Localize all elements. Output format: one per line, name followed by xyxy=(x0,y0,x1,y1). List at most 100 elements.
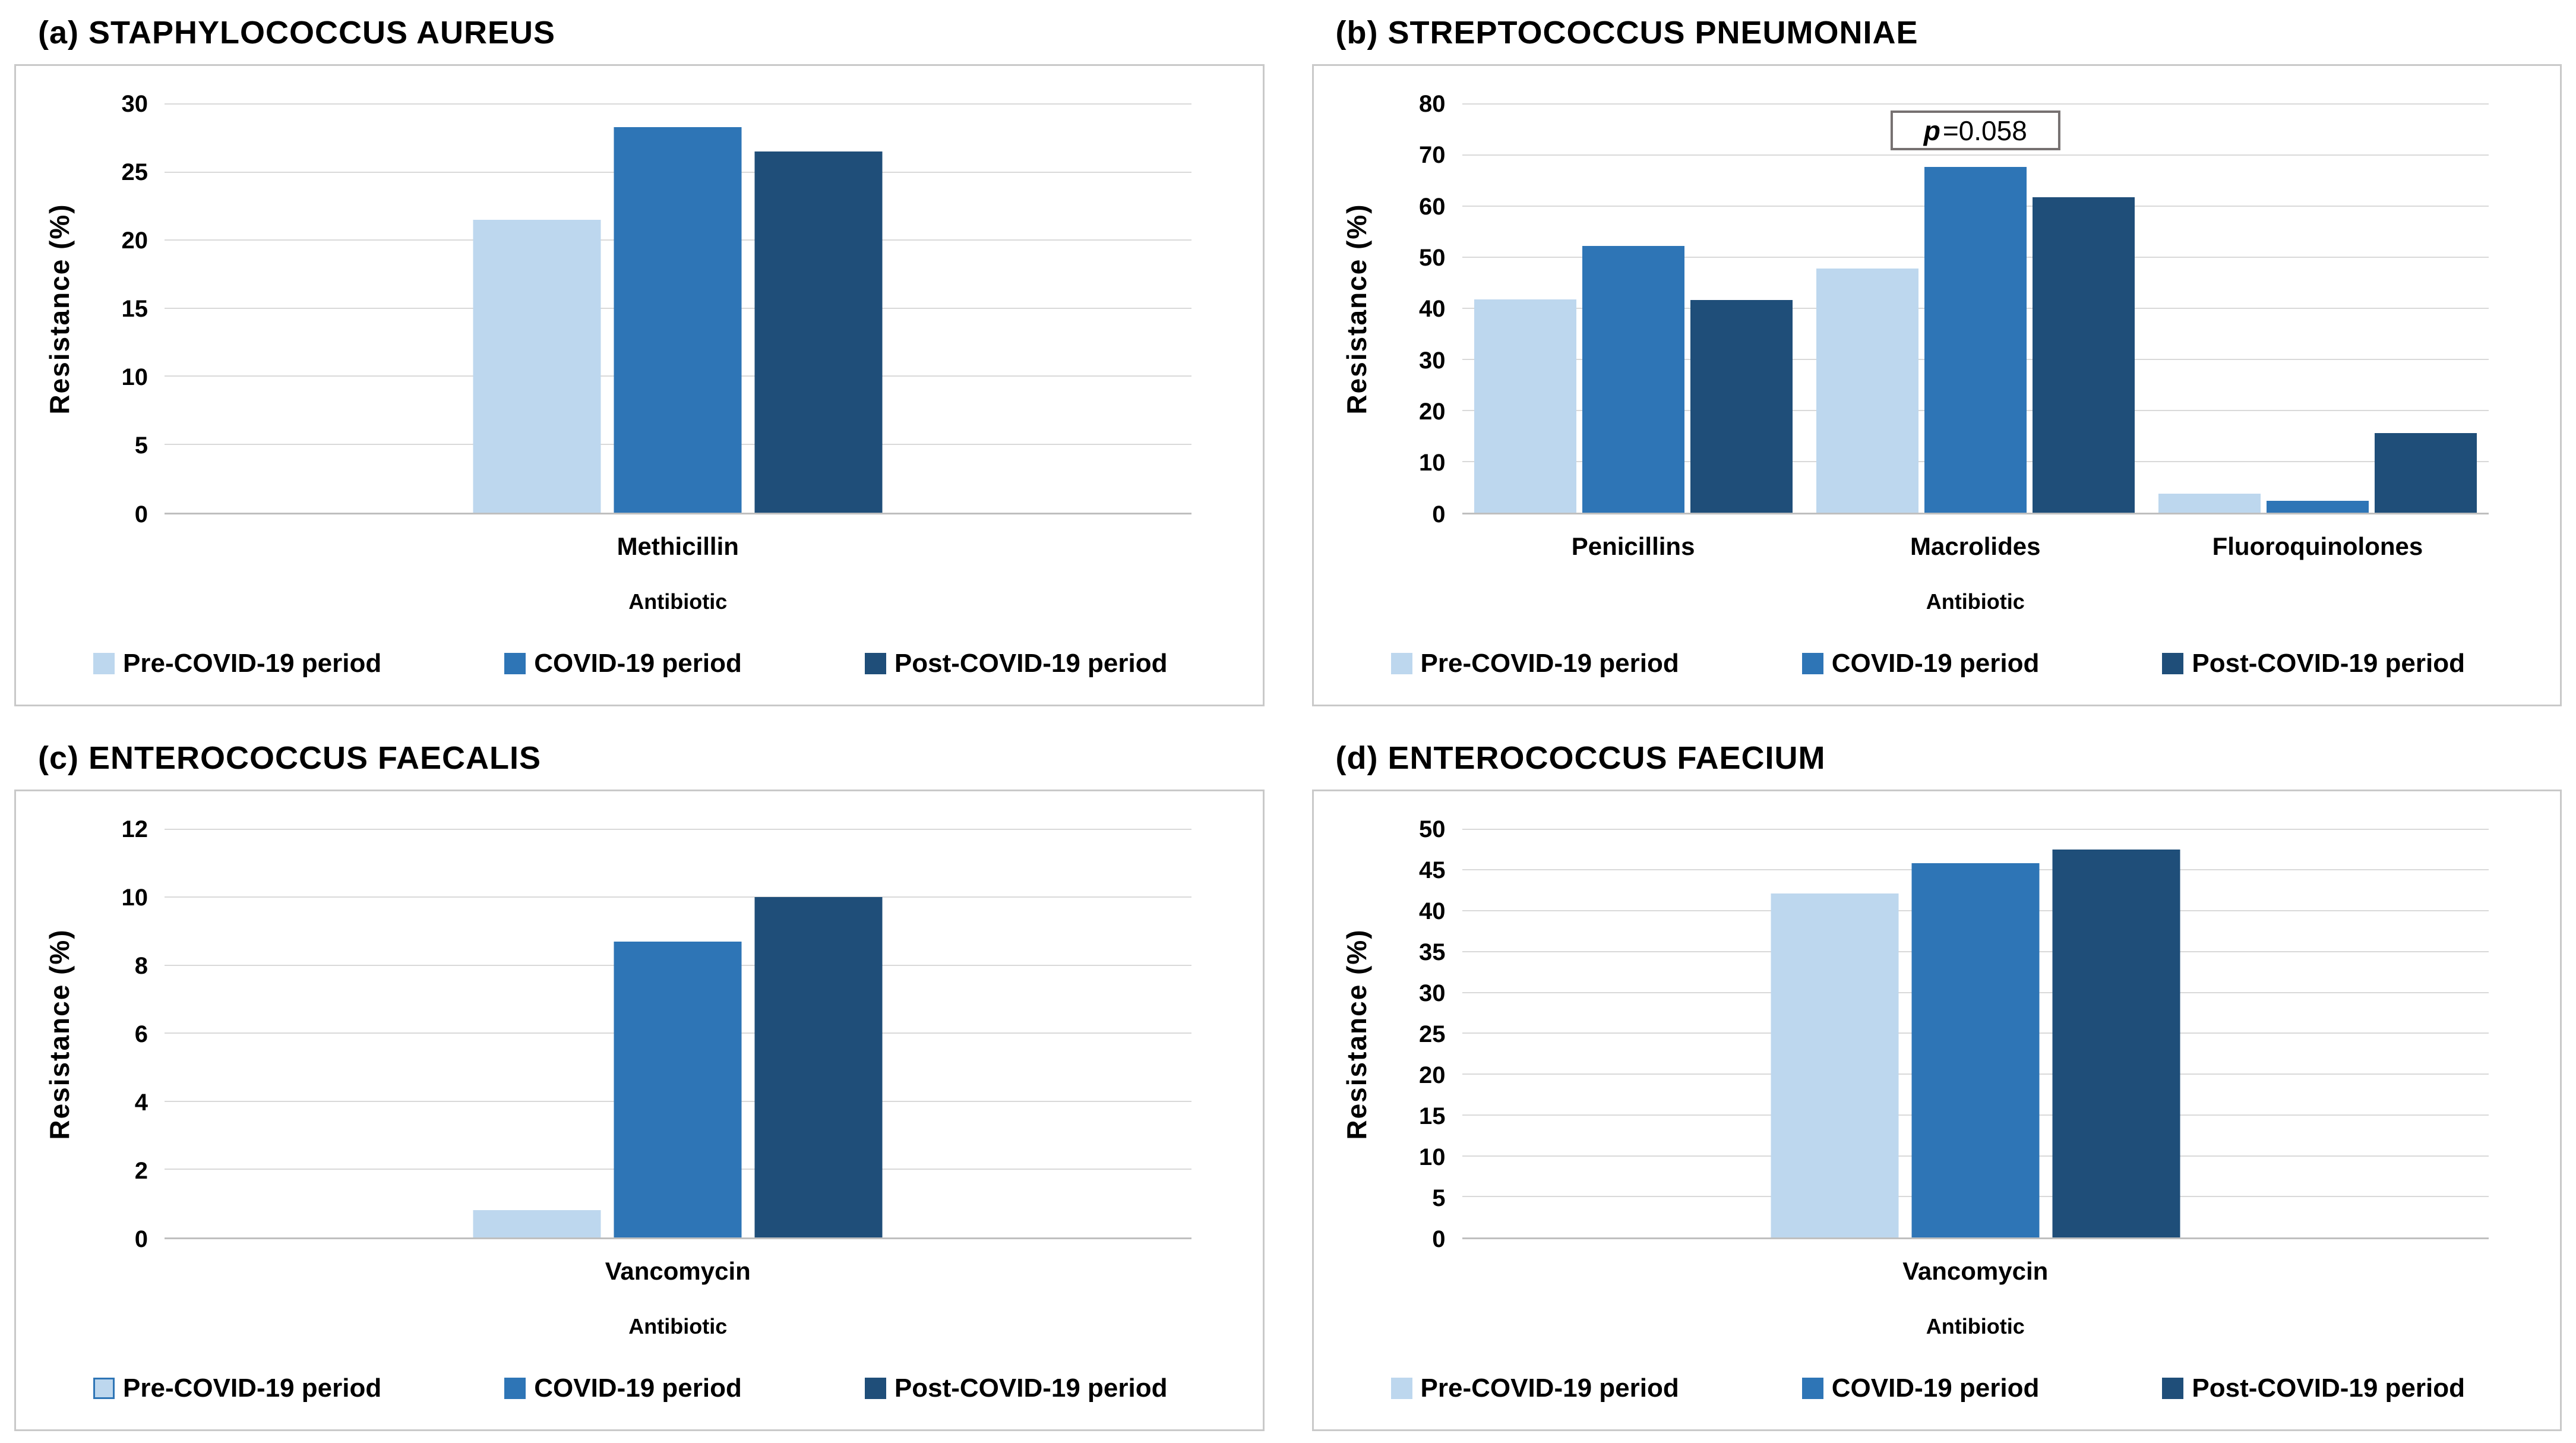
legend-c: Pre-COVID-19 period COVID-19 period Post-C… xyxy=(31,1373,1230,1403)
plot-area-c xyxy=(165,828,1191,1239)
chart-area-d: Resistance (%) 0 5 10 15 20 25 30 35 40 45 50 Vancom… xyxy=(1311,789,2562,1431)
panel-d: (d) ENTEROCOCCUS FAECIUM Resistance (%) 0 5… xyxy=(1311,734,2562,1431)
category-label-fluoroquinolones: Fluoroquinolones xyxy=(2212,532,2423,560)
bar-post-covid-19-period-penicillins xyxy=(1690,300,1793,513)
legend-item-covid-19-period: COVID-19 period xyxy=(504,1373,742,1403)
legend-label: COVID-19 period xyxy=(1831,648,2040,678)
legend-swatch-icon xyxy=(1390,1378,1412,1399)
legend-label: COVID-19 period xyxy=(1831,1373,2040,1403)
plot-area-b: p =0.058 xyxy=(1462,103,2489,514)
panel-title-d: (d) ENTEROCOCCUS FAECIUM xyxy=(1335,740,1826,776)
bar-covid-19-period-vancomycin xyxy=(1911,863,2040,1237)
chart-area-b: Resistance (%) 0 10 20 30 40 50 60 70 80 p =0.058 Pe… xyxy=(1311,64,2562,706)
chart-area-a: Resistance (%) 0 5 10 15 20 25 30 Methicillin Ant… xyxy=(14,64,1265,706)
y-tick-label: 0 xyxy=(134,1226,148,1252)
y-tick-label: 45 xyxy=(1419,857,1446,883)
panel-a: (a) STAPHYLOCOCCUS AUREUS Resistance (%) 0… xyxy=(14,8,1265,706)
legend-label: Pre-COVID-19 period xyxy=(1420,648,1679,678)
bar-pre-covid-19-period-penicillins xyxy=(1474,299,1576,513)
category-row: Methicillin xyxy=(165,523,1191,562)
y-tick-label: 30 xyxy=(121,91,148,117)
y-tick-label: 4 xyxy=(134,1089,148,1116)
legend-label: Pre-COVID-19 period xyxy=(123,648,382,678)
bar-post-covid-19-period-vancomycin xyxy=(2052,849,2180,1237)
category-label-methicillin: Methicillin xyxy=(617,532,739,560)
y-tick-label: 12 xyxy=(121,816,148,842)
gridline xyxy=(1462,103,2489,105)
y-axis-ticks: 0 5 10 15 20 25 30 35 40 45 50 xyxy=(1385,817,1462,1252)
y-tick-label: 20 xyxy=(1419,1062,1446,1088)
category-label-macrolides: Macrolides xyxy=(1910,532,2041,560)
bar-covid-19-period-penicillins xyxy=(1582,245,1684,513)
legend-swatch-icon xyxy=(504,1378,526,1399)
bar-pre-covid-19-period-fluoroquinolones xyxy=(2158,493,2261,513)
gridline xyxy=(165,828,1191,830)
bar-cluster-macrolides xyxy=(1816,104,2135,513)
y-tick-label: 10 xyxy=(1419,450,1446,476)
bar-covid-19-period-vancomycin xyxy=(614,941,742,1237)
category-row: Penicillins Macrolides Fluoroquinolones xyxy=(1462,523,2489,562)
legend-item-covid-19-period: COVID-19 period xyxy=(504,649,742,678)
y-tick-label: 80 xyxy=(1419,91,1446,117)
y-tick-label: 10 xyxy=(1419,1144,1446,1170)
y-tick-label: 20 xyxy=(121,228,148,254)
legend-b: Pre-COVID-19 period COVID-19 period Post-C… xyxy=(1329,649,2528,678)
legend-item-pre-covid-19-period: Pre-COVID-19 period xyxy=(1390,1373,1679,1403)
x-axis-title: Antibiotic xyxy=(628,1314,728,1338)
x-axis-title-row: Antibiotic xyxy=(165,1314,1191,1339)
p-value-annotation: p =0.058 xyxy=(1890,110,2060,151)
y-axis-title-col: Resistance (%) xyxy=(1329,829,1385,1240)
legend-swatch-icon xyxy=(1801,652,1823,674)
x-axis-title-row: Antibiotic xyxy=(1462,1314,2489,1339)
x-axis-title: Antibiotic xyxy=(628,589,728,614)
legend-item-pre-covid-19-period: Pre-COVID-19 period xyxy=(93,649,381,678)
legend-swatch-icon xyxy=(93,1378,115,1399)
legend-item-post-covid-19-period: Post-COVID-19 period xyxy=(864,1373,1168,1403)
legend-item-pre-covid-19-period: Pre-COVID-19 period xyxy=(93,1373,381,1403)
bar-cluster-penicillins xyxy=(1474,104,1793,513)
legend-swatch-icon xyxy=(93,652,115,674)
x-axis-title: Antibiotic xyxy=(1926,589,2025,614)
y-tick-label: 40 xyxy=(1419,898,1446,924)
legend-label: Post-COVID-19 period xyxy=(894,1373,1168,1403)
chart-main-d: Resistance (%) 0 5 10 15 20 25 30 35 40 45 50 xyxy=(1329,798,2528,1252)
category-row: Vancomycin xyxy=(1462,1248,2489,1287)
p-value-symbol: p xyxy=(1923,115,1940,146)
y-tick-label: 25 xyxy=(121,159,148,186)
y-axis-title: Resistance (%) xyxy=(43,929,75,1140)
x-axis-title: Antibiotic xyxy=(1926,1314,2025,1338)
chart-main-b: Resistance (%) 0 10 20 30 40 50 60 70 80 p =0.058 xyxy=(1329,73,2528,526)
panel-title-c: (c) ENTEROCOCCUS FAECALIS xyxy=(38,740,542,776)
y-axis-title: Resistance (%) xyxy=(1341,203,1372,415)
legend-item-covid-19-period: COVID-19 period xyxy=(1801,1373,2040,1403)
legend-swatch-icon xyxy=(1801,1378,1823,1399)
y-tick-label: 2 xyxy=(134,1157,148,1184)
legend-label: COVID-19 period xyxy=(534,1373,742,1403)
y-tick-label: 5 xyxy=(134,432,148,459)
legend-item-covid-19-period: COVID-19 period xyxy=(1801,648,2040,678)
bar-covid-19-period-fluoroquinolones xyxy=(2266,500,2369,513)
y-tick-label: 5 xyxy=(1432,1185,1446,1211)
bar-cluster-vancomycin xyxy=(473,829,883,1237)
y-tick-label: 60 xyxy=(1419,193,1446,220)
plot-area-a xyxy=(165,103,1191,514)
gridline xyxy=(165,896,1191,898)
y-tick-label: 8 xyxy=(134,952,148,979)
bar-pre-covid-19-period-methicillin xyxy=(473,219,601,513)
y-tick-label: 40 xyxy=(1419,296,1446,323)
bar-pre-covid-19-period-vancomycin xyxy=(1771,893,1899,1237)
y-tick-label: 50 xyxy=(1419,244,1446,271)
category-label-penicillins: Penicillins xyxy=(1571,532,1695,560)
panel-title-a: (a) STAPHYLOCOCCUS AUREUS xyxy=(38,15,556,50)
chart-main-c: Resistance (%) 0 2 4 6 8 10 12 xyxy=(31,798,1230,1252)
panel-title-b: (b) STREPTOCOCCUS PNEUMONIAE xyxy=(1335,15,1918,50)
y-axis-title-col: Resistance (%) xyxy=(31,829,87,1240)
y-axis-title: Resistance (%) xyxy=(1341,929,1372,1140)
legend-swatch-icon xyxy=(504,652,526,674)
legend-label: Post-COVID-19 period xyxy=(894,648,1168,678)
legend-a: Pre-COVID-19 period COVID-19 period Post-C… xyxy=(31,649,1230,678)
y-tick-label: 0 xyxy=(134,501,148,528)
x-axis-title-row: Antibiotic xyxy=(1462,589,2489,614)
y-axis-ticks: 0 2 4 6 8 10 12 xyxy=(87,817,165,1252)
